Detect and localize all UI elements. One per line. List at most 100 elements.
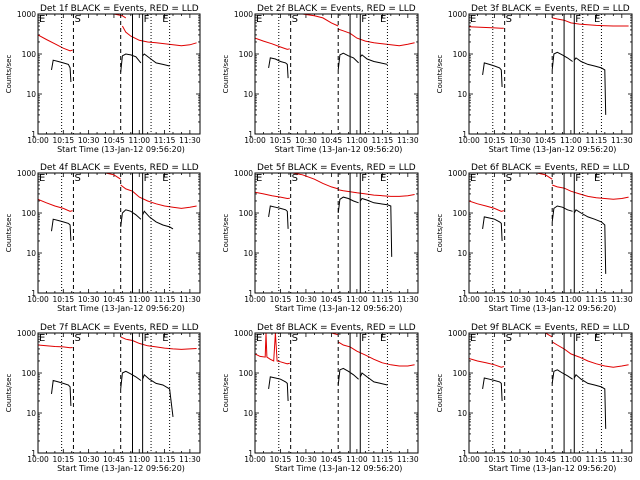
y-tick-label: 1 (248, 130, 253, 139)
x-tick-label: 10:30 (78, 455, 100, 464)
lld-line (38, 34, 73, 52)
x-tick-label: 10:00 (458, 295, 480, 304)
y-tick-label: 1000 (17, 169, 36, 178)
phase-letter: S (292, 14, 298, 25)
x-tick-label: 10:00 (27, 295, 49, 304)
phase-letter: E (162, 333, 168, 344)
plot-frame (468, 13, 633, 135)
lld-line (73, 173, 121, 180)
events-line (120, 209, 142, 227)
phase-letter: F (361, 173, 367, 184)
x-tick-label: 10:45 (321, 455, 343, 464)
y-axis-label: Counts/sec (5, 374, 13, 413)
y-tick-label: 1 (31, 449, 36, 458)
y-tick-label: 1000 (448, 10, 467, 19)
x-tick-label: 11:30 (397, 295, 419, 304)
y-axis-label: Counts/sec (222, 214, 230, 253)
phase-letter: F (144, 14, 150, 25)
phase-letter: E (39, 173, 45, 184)
y-tick-label: 100 (22, 50, 37, 59)
x-axis-label: Start Time (13-Jan-12 09:56:20) (57, 464, 185, 473)
events-line (551, 369, 573, 384)
events-line (482, 377, 503, 402)
y-tick-label: 100 (453, 369, 468, 378)
plot-title: Det 9f BLACK = Events, RED = LLD (471, 323, 630, 333)
events-line (573, 209, 607, 274)
plot-content (255, 333, 415, 453)
y-tick-label: 1000 (234, 169, 253, 178)
x-tick-label: 11:00 (128, 136, 150, 145)
x-axis-label: Start Time (13-Jan-12 09:56:20) (275, 145, 403, 154)
events-line (268, 205, 289, 229)
x-tick-label: 10:15 (53, 136, 75, 145)
phase-letter: F (144, 173, 150, 184)
events-line (142, 53, 170, 67)
x-tick-label: 11:30 (179, 295, 201, 304)
y-tick-label: 100 (453, 50, 468, 59)
plot-title: Det 5f BLACK = Events, RED = LLD (257, 163, 416, 173)
x-tick-label: 11:30 (611, 455, 633, 464)
plot-content (255, 14, 415, 134)
phase-letter: S (74, 173, 80, 184)
x-tick-label: 10:30 (78, 136, 100, 145)
phase-letter: S (74, 333, 80, 344)
phase-letter: E (380, 333, 386, 344)
lld-line (255, 333, 290, 365)
plot-panel-7: Det 7f BLACK = Events, RED = LLD Counts/s… (5, 323, 201, 473)
y-axis-label: Counts/sec (436, 374, 444, 413)
lld-line (121, 25, 197, 47)
x-tick-label: 11:30 (179, 455, 201, 464)
x-tick-label: 10:15 (270, 136, 292, 145)
events-line (573, 374, 607, 429)
phase-letter: F (144, 333, 150, 344)
events-line (359, 197, 393, 257)
lld-line (338, 189, 415, 197)
plot-title: Det 2f BLACK = Events, RED = LLD (257, 4, 416, 14)
phase-letter: S (506, 333, 512, 344)
x-axis-label: Start Time (13-Jan-12 09:56:20) (57, 304, 185, 313)
y-tick-label: 10 (26, 90, 36, 99)
phase-letter: E (594, 173, 600, 184)
plot-title: Det 1f BLACK = Events, RED = LLD (40, 4, 199, 14)
x-tick-label: 11:15 (154, 295, 176, 304)
x-tick-label: 10:45 (321, 295, 343, 304)
x-tick-label: 11:00 (346, 136, 368, 145)
events-line (51, 379, 72, 407)
x-tick-label: 11:15 (586, 136, 608, 145)
lld-line (469, 200, 504, 212)
x-tick-label: 11:15 (372, 136, 394, 145)
phase-letter: F (361, 14, 367, 25)
lld-line (38, 198, 73, 212)
phase-letter: E (256, 173, 262, 184)
lld-line (120, 336, 197, 350)
x-tick-label: 10:30 (295, 455, 317, 464)
plot-panel-3: Det 3f BLACK = Events, RED = LLD Counts/s… (436, 4, 633, 154)
y-tick-label: 1000 (448, 329, 467, 338)
y-tick-label: 100 (239, 369, 254, 378)
x-tick-label: 10:00 (27, 136, 49, 145)
events-line (268, 376, 289, 402)
events-line (337, 52, 359, 70)
plot-title: Det 6f BLACK = Events, RED = LLD (471, 163, 630, 173)
y-tick-label: 100 (239, 50, 254, 59)
events-line (337, 367, 359, 386)
x-tick-label: 10:45 (103, 295, 125, 304)
phase-letter: F (575, 333, 581, 344)
plot-panel-9: Det 9f BLACK = Events, RED = LLD Counts/s… (436, 323, 633, 473)
x-axis-label: Start Time (13-Jan-12 09:56:20) (489, 464, 617, 473)
y-tick-label: 10 (243, 409, 253, 418)
plot-frame (254, 332, 419, 454)
events-line (51, 218, 72, 242)
x-tick-label: 10:15 (270, 295, 292, 304)
phase-letter: E (470, 173, 476, 184)
phase-letter: S (292, 173, 298, 184)
lld-line (552, 184, 629, 200)
plot-frame (468, 332, 633, 454)
y-axis-label: Counts/sec (436, 55, 444, 94)
y-axis-label: Counts/sec (436, 214, 444, 253)
plot-panel-4: Det 4f BLACK = Events, RED = LLD Counts/s… (5, 163, 201, 313)
phase-letter: E (256, 14, 262, 25)
phase-letter: E (39, 14, 45, 25)
lld-line (73, 14, 127, 19)
events-line (120, 370, 142, 389)
